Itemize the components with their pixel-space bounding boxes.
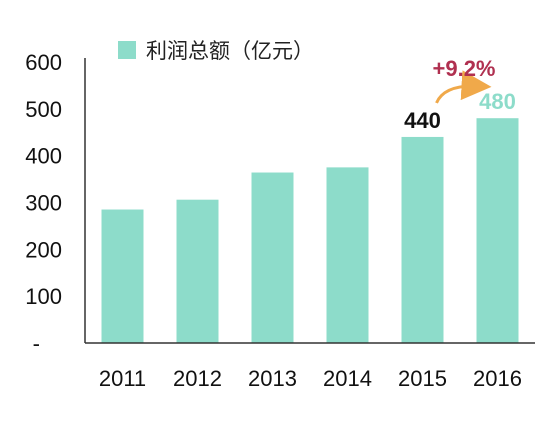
x-axis-tick-labels: 2011 2012 2013 2014 2015 2016: [99, 366, 522, 391]
x-tick-label: 2015: [398, 366, 447, 391]
y-tick-label: 500: [25, 97, 62, 122]
annotations-group: 440 480 +9.2%: [404, 56, 516, 133]
bar-2014: [326, 167, 369, 343]
y-axis-tick-labels: - 100 200 300 400 500 600: [25, 50, 62, 356]
x-tick-label: 2012: [173, 366, 222, 391]
y-tick-label: 100: [25, 284, 62, 309]
data-label-2016: 480: [479, 89, 516, 114]
bars-group: [101, 118, 519, 343]
y-tick-label: 600: [25, 50, 62, 75]
legend-swatch: [118, 41, 136, 59]
x-tick-label: 2013: [248, 366, 297, 391]
y-tick-label: -: [33, 331, 40, 356]
x-tick-label: 2014: [323, 366, 372, 391]
y-tick-label: 300: [25, 191, 62, 216]
bar-2015: [401, 136, 444, 343]
x-tick-label: 2016: [473, 366, 522, 391]
bar-2013: [251, 172, 294, 343]
legend-label: 利润总额（亿元）: [146, 39, 314, 63]
bar-2011: [101, 209, 144, 343]
bar-2016: [476, 118, 519, 343]
bar-2012: [176, 199, 219, 343]
growth-arrow: [435, 70, 492, 104]
x-tick-label: 2011: [99, 366, 146, 391]
y-tick-label: 400: [25, 144, 62, 169]
y-tick-label: 200: [25, 237, 62, 262]
growth-rate-label: +9.2%: [433, 56, 496, 81]
data-label-2015: 440: [404, 108, 441, 133]
